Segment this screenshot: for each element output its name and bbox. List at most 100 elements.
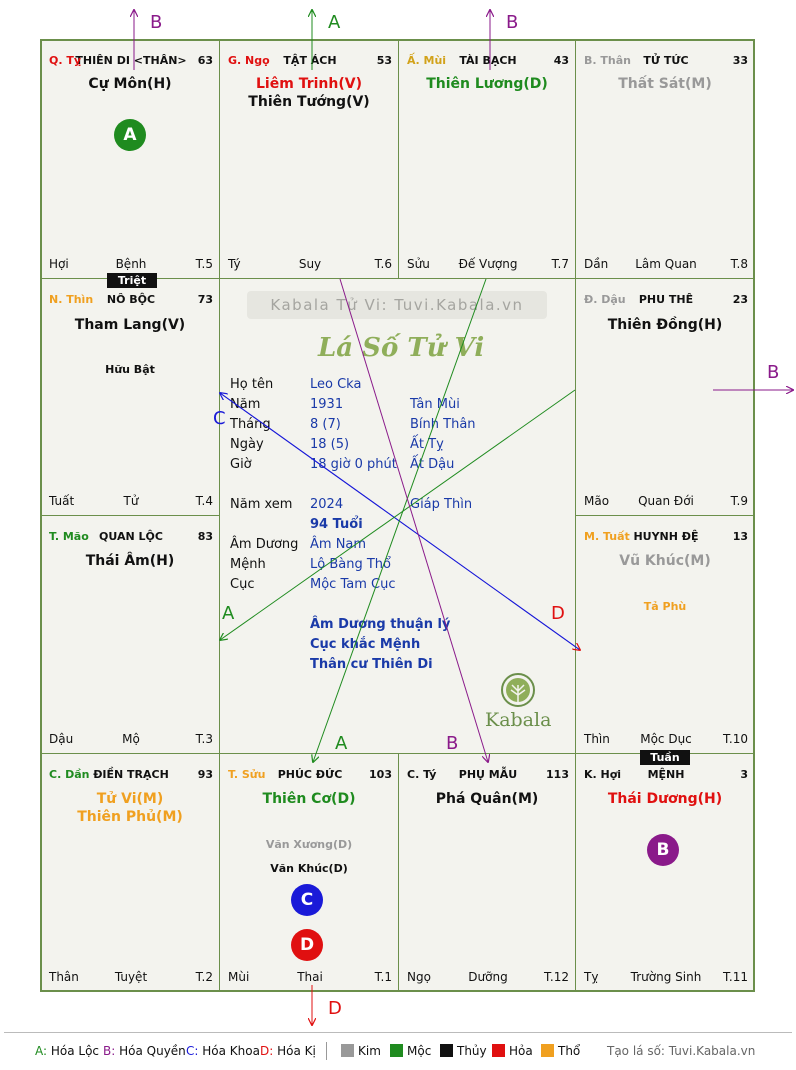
arrow-b-to-ty2 <box>339 278 488 762</box>
palace-cell-dau[interactable]: PHU THÊ Đ. Dậu 23 Thiên Đồng(H) Quan Đới Mão T… <box>575 278 755 516</box>
palace-cell-suu[interactable]: PHÚC ĐỨC T. Sửu 103 Thiên Cơ(D) Văn Xương(D)… <box>219 753 399 992</box>
palace-cell-mao[interactable]: QUAN LỘC T. Mão 83 Thái Âm(H) Mộ Dậu T.3 <box>40 515 220 754</box>
main-star: Cự Môn(H) <box>88 76 172 92</box>
swatch-thuy <box>440 1044 453 1057</box>
palace-header: PHỤ MẪU C. Tý 113 <box>407 768 569 782</box>
palace-footer: Bệnh Hợi T.5 <box>49 257 213 271</box>
info-row-name: Họ tên Leo Cka <box>230 375 530 395</box>
arrow-label-b: B <box>767 362 780 383</box>
period-label: T.7 <box>551 257 569 271</box>
palace-age: 103 <box>369 768 392 781</box>
legend-label: Hóa Kị <box>277 1044 316 1058</box>
period-label: T.10 <box>723 732 748 746</box>
palace-footer: Mộ Dậu T.3 <box>49 732 213 746</box>
arrow-label-b: B <box>446 733 459 754</box>
palace-header: THIÊN DI <THÂN> Q. Tỵ 63 <box>49 54 213 68</box>
palace-footer: Thai Mùi T.1 <box>228 970 392 984</box>
period-label: T.3 <box>195 732 213 746</box>
palace-cell-ngo[interactable]: TẬT ÁCH G. Ngọ 53 Liêm Trinh(V) Thiên Tướng(… <box>219 39 399 279</box>
palace-footer: Đế Vượng Sửu T.7 <box>407 257 569 271</box>
main-star: Thái Dương(H) <box>607 791 723 807</box>
palace-cell-hoi[interactable]: MỆNH K. Hợi 3 Thái Dương(H) Trường Sinh Tỵ T.1… <box>575 753 755 992</box>
opposite-branch: Tỵ <box>584 970 599 984</box>
credit-link[interactable]: Tạo lá số: Tuvi.Kabala.vn <box>607 1044 756 1058</box>
palace-footer: Trường Sinh Tỵ T.11 <box>584 970 748 984</box>
swatch-moc <box>390 1044 403 1057</box>
info-row-month: Tháng 8 (7) Bính Thân <box>230 415 530 435</box>
palace-header: PHÚC ĐỨC T. Sửu 103 <box>228 768 392 782</box>
period-label: T.11 <box>723 970 748 984</box>
life-stage: Bệnh <box>115 257 147 271</box>
life-stage: Quan Đới <box>638 494 694 508</box>
arrow-label-b: B <box>506 12 519 33</box>
palace-age: 23 <box>732 293 748 306</box>
palace-name: PHÚC ĐỨC <box>277 768 343 781</box>
info-canchi: Giáp Thìn <box>410 497 473 512</box>
main-star: Thiên Tướng(V) <box>248 94 370 110</box>
tree-icon <box>501 673 535 707</box>
legend-element-label: Thủy <box>457 1044 487 1058</box>
legend-hoa-quyen: B: Hóa Quyền <box>103 1044 186 1058</box>
opposite-branch: Dậu <box>49 732 74 746</box>
period-label: T.2 <box>195 970 213 984</box>
palace-name: TÀI BẠCH <box>459 54 517 67</box>
period-label: T.6 <box>374 257 392 271</box>
heavenly-stem: Đ. Dậu <box>584 293 626 306</box>
arrow-label-d: D <box>328 998 342 1019</box>
note-line: Thân cư Thiên Di <box>310 657 433 672</box>
arrow-a-to-mao <box>220 389 576 640</box>
legend-hoa-khoa: C: Hóa Khoa <box>186 1044 260 1058</box>
main-star: Thái Âm(H) <box>85 553 175 569</box>
legend-element-label: Hỏa <box>509 1044 533 1058</box>
palace-name: PHU THÊ <box>638 293 694 306</box>
info-row-year: Năm 1931 Tân Mùi <box>230 395 530 415</box>
palace-age: 13 <box>732 530 748 543</box>
palace-age: 33 <box>732 54 748 67</box>
legend-label: Hóa Lộc <box>50 1044 100 1058</box>
legend-hoa-loc: A: Hóa Lộc <box>35 1044 99 1058</box>
period-label: T.5 <box>195 257 213 271</box>
legend-element-label: Kim <box>358 1044 381 1058</box>
palace-cell-dan[interactable]: ĐIỀN TRẠCH C. Dần 93 Tử Vi(M) Thiên Phủ(M) Tu… <box>40 753 220 992</box>
opposite-branch: Mùi <box>228 970 250 984</box>
life-stage: Trường Sinh <box>630 970 702 984</box>
palace-name: THIÊN DI <THÂN> <box>75 54 187 67</box>
palace-name: TỬ TỨC <box>643 54 689 67</box>
arrow-d-cross <box>219 392 580 650</box>
life-stage: Lâm Quan <box>635 257 697 271</box>
legend-divider <box>4 1032 792 1033</box>
heavenly-stem: C. Tý <box>407 768 437 781</box>
info-key: Cục <box>230 577 255 592</box>
hoa-khoa-marker: C <box>291 884 323 916</box>
palace-cell-tuat[interactable]: HUYNH ĐỆ M. Tuất 13 Vũ Khúc(M) Tả Phù Mộc Dục… <box>575 515 755 754</box>
palace-age: 73 <box>197 293 213 306</box>
hoa-ki-marker: D <box>291 929 323 961</box>
triet-badge: Triệt <box>107 273 157 288</box>
arrow-label-a: A <box>328 12 341 33</box>
info-row-view-year: Năm xem 2024 Giáp Thìn <box>230 495 530 515</box>
opposite-branch: Sửu <box>407 257 430 271</box>
life-stage: Đế Vượng <box>458 257 518 271</box>
heavenly-stem: Ấ. Mùi <box>407 54 447 67</box>
palace-cell-ty2[interactable]: PHỤ MẪU C. Tý 113 Phá Quân(M) Dưỡng Ngọ T.12 <box>398 753 576 992</box>
info-key: Mệnh <box>230 557 266 572</box>
tuan-badge: Tuần <box>640 750 690 765</box>
hoa-loc-marker: A <box>114 119 146 151</box>
palace-name: TẬT ÁCH <box>283 54 337 67</box>
opposite-branch: Thân <box>49 970 79 984</box>
legend-label: Hóa Quyền <box>119 1044 186 1058</box>
main-star: Thiên Phủ(M) <box>77 809 183 825</box>
note-line: Cục khắc Mệnh <box>310 637 421 652</box>
main-star: Phá Quân(M) <box>435 791 539 807</box>
palace-name: HUYNH ĐỆ <box>633 530 699 543</box>
heavenly-stem: M. Tuất <box>584 530 630 543</box>
life-stage: Thai <box>297 970 323 984</box>
info-value: 2024 <box>310 497 344 512</box>
legend-kim: Kim <box>341 1044 381 1058</box>
info-value: 1931 <box>310 397 344 412</box>
swatch-kim <box>341 1044 354 1057</box>
life-stage: Tử <box>123 494 139 508</box>
period-label: T.9 <box>730 494 748 508</box>
watermark-banner: Kabala Tử Vi: Tuvi.Kabala.vn <box>247 291 547 319</box>
palace-name: ĐIỀN TRẠCH <box>93 768 169 781</box>
